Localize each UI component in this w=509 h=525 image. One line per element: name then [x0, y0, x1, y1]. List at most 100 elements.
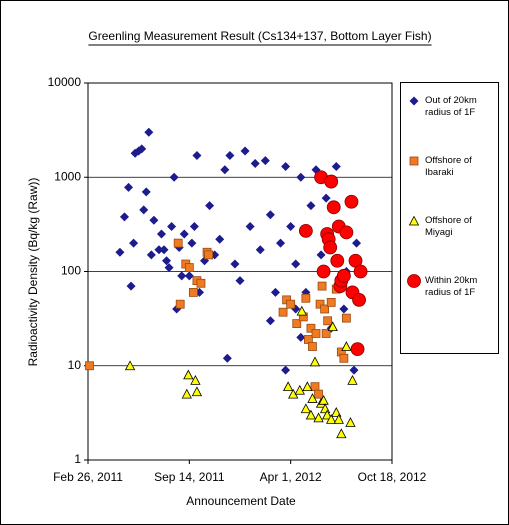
legend-label: Within 20km radius of 1F	[425, 275, 478, 298]
point	[286, 299, 296, 309]
point	[408, 215, 420, 226]
y-tick-label: 10	[68, 358, 82, 372]
point	[124, 360, 136, 371]
point	[154, 245, 164, 255]
point	[245, 222, 255, 232]
point	[331, 162, 341, 172]
point	[353, 264, 368, 279]
point	[286, 222, 296, 232]
point	[323, 316, 333, 326]
point	[321, 193, 331, 203]
point	[321, 409, 333, 420]
legend-marker	[409, 156, 419, 166]
point	[179, 229, 189, 239]
point	[307, 393, 318, 403]
point	[347, 374, 358, 385]
legend-marker	[409, 96, 419, 106]
point	[184, 271, 194, 281]
point	[301, 293, 311, 303]
point	[204, 250, 213, 260]
x-tick-label: Sep 14, 2011	[154, 470, 225, 484]
point	[156, 229, 166, 239]
point	[144, 127, 154, 137]
point	[205, 201, 215, 211]
legend-label: Offshore of Miyagi	[425, 215, 472, 238]
point	[137, 144, 147, 154]
point	[345, 417, 356, 427]
point	[339, 353, 349, 363]
point	[341, 313, 351, 323]
legend-marker	[407, 274, 421, 288]
point	[260, 156, 270, 166]
point	[281, 162, 291, 172]
point	[187, 238, 197, 248]
point	[126, 281, 136, 291]
point	[336, 268, 351, 283]
point	[336, 428, 347, 439]
x-tick-label: Oct 18, 2012	[358, 470, 427, 484]
point	[296, 332, 306, 342]
point	[292, 319, 302, 329]
point	[311, 329, 321, 338]
point	[240, 146, 250, 156]
point	[316, 250, 326, 260]
point	[321, 329, 331, 338]
point	[281, 365, 291, 375]
point	[85, 361, 94, 371]
point	[265, 210, 275, 220]
legend-marker	[408, 215, 420, 226]
point	[235, 276, 245, 286]
point	[327, 321, 338, 332]
point	[191, 386, 203, 397]
point	[294, 384, 305, 395]
point	[324, 174, 339, 189]
point	[291, 259, 301, 269]
point	[278, 307, 288, 317]
point	[115, 247, 125, 257]
point	[331, 407, 342, 417]
x-tick-label: Apr 1, 2012	[260, 470, 322, 484]
point	[305, 409, 317, 420]
point	[177, 271, 187, 281]
point	[139, 205, 149, 215]
point	[352, 292, 366, 307]
point	[350, 342, 365, 357]
point	[169, 172, 179, 182]
point	[159, 245, 169, 255]
point	[320, 304, 330, 314]
point	[164, 263, 174, 273]
point	[146, 250, 156, 260]
chart-title: Greenling Measurement Result (Cs134+137,…	[88, 29, 431, 43]
point	[409, 156, 419, 166]
point	[409, 96, 419, 106]
point	[124, 182, 134, 192]
point	[230, 259, 240, 269]
point	[296, 305, 307, 316]
point	[313, 412, 324, 423]
point	[270, 287, 280, 297]
point	[149, 215, 159, 225]
point	[298, 223, 313, 238]
legend-label: Offshore of Ibaraki	[425, 155, 472, 178]
point	[349, 365, 359, 375]
y-tick-label: 10000	[48, 75, 82, 89]
point	[309, 356, 321, 367]
point	[250, 158, 260, 168]
point	[173, 238, 183, 248]
point	[141, 187, 151, 197]
point	[407, 274, 421, 288]
point	[333, 413, 344, 424]
y-tick-label: 1000	[54, 169, 81, 183]
point	[296, 172, 306, 182]
point	[314, 389, 323, 399]
point	[119, 212, 129, 222]
point	[265, 316, 275, 326]
y-tick-label: 100	[61, 264, 81, 278]
point	[190, 374, 201, 385]
point	[188, 288, 198, 297]
point	[326, 298, 336, 307]
point	[184, 263, 194, 272]
point	[215, 234, 225, 244]
point	[255, 245, 265, 255]
